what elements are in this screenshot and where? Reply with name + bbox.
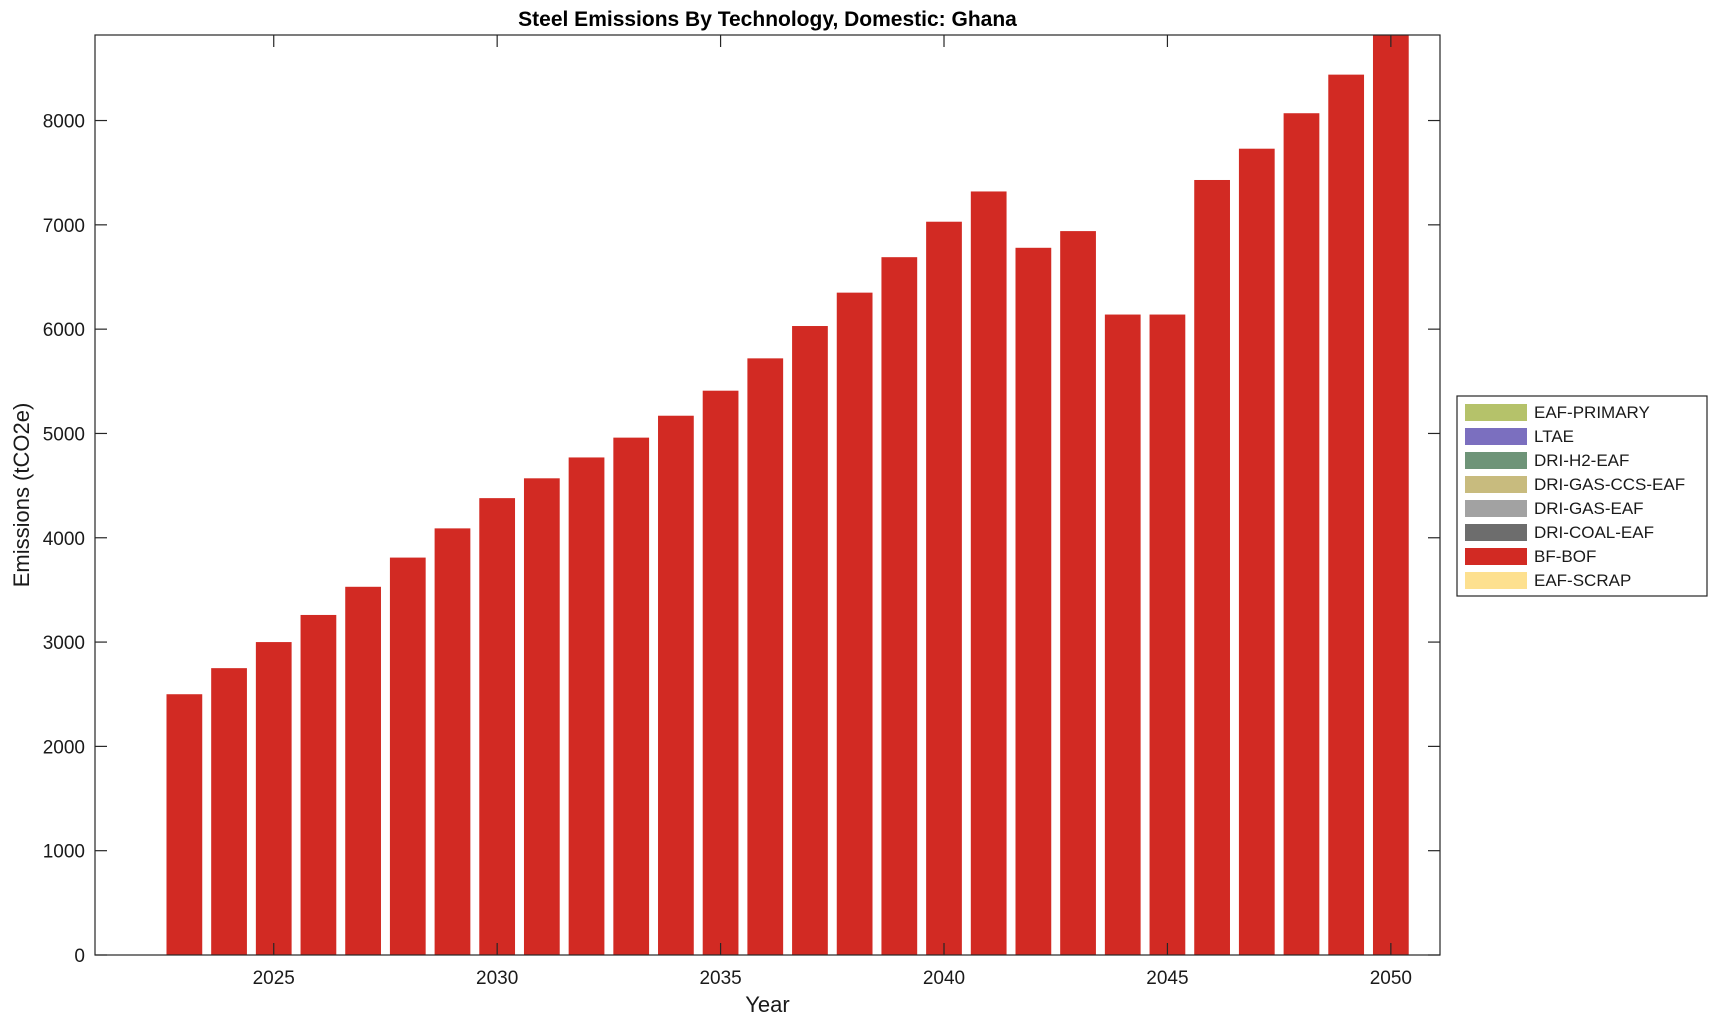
legend-label: BF-BOF <box>1534 547 1596 566</box>
bar-bf-bof-2038 <box>836 292 873 955</box>
bar-bf-bof-2045 <box>1149 314 1186 955</box>
x-tick-label: 2025 <box>253 968 295 989</box>
y-tick-label: 5000 <box>43 424 85 445</box>
y-tick-label: 6000 <box>43 320 85 341</box>
bar-bf-bof-2026 <box>300 614 337 955</box>
bar-bf-bof-2029 <box>434 528 471 955</box>
bar-bf-bof-2034 <box>658 415 694 956</box>
legend-swatch-dri-h2-eaf <box>1465 452 1527 469</box>
y-tick-label: 7000 <box>43 216 85 237</box>
y-tick-label: 8000 <box>43 112 85 133</box>
x-tick-label: 2050 <box>1370 968 1412 989</box>
bar-bf-bof-2046 <box>1194 179 1230 956</box>
legend-swatch-dri-coal-eaf <box>1465 524 1527 541</box>
bar-bf-bof-2050 <box>1372 35 1409 955</box>
bar-bf-bof-2044 <box>1104 314 1141 955</box>
y-axis-label: Emissions (tCO2e) <box>9 403 34 588</box>
bar-bf-bof-2025 <box>255 642 292 955</box>
legend-label: LTAE <box>1534 427 1574 446</box>
y-tick-label: 1000 <box>43 842 85 863</box>
bar-bf-bof-2023 <box>166 694 203 955</box>
legend-swatch-eaf-scrap <box>1465 572 1527 589</box>
legend-box <box>1456 395 1708 597</box>
bar-bf-bof-2033 <box>613 437 650 955</box>
bar-bf-bof-2043 <box>1060 231 1096 955</box>
bar-bf-bof-2035 <box>702 390 739 955</box>
bar-bf-bof-2041 <box>970 191 1007 955</box>
legend-label: EAF-PRIMARY <box>1534 403 1650 422</box>
axes-layer: 2025 2030 2035 2040 2045 2050 0 1000 2000 3000 400… <box>43 34 1441 989</box>
bar-bf-bof-2028 <box>389 557 426 955</box>
bar-bf-bof-2032 <box>568 457 605 955</box>
bar-bf-bof-2039 <box>881 257 918 955</box>
bar-bf-bof-2048 <box>1283 113 1320 955</box>
legend-swatch-dri-gas-eaf <box>1465 500 1527 517</box>
legend-label: DRI-GAS-EAF <box>1534 499 1644 518</box>
chart-title: Steel Emissions By Technology, Domestic:… <box>518 8 1017 31</box>
bar-bf-bof-2049 <box>1328 74 1365 955</box>
bar-bf-bof-2040 <box>926 221 962 955</box>
axes-box <box>94 34 1441 956</box>
x-axis-label: Year <box>745 992 789 1017</box>
legend-swatch-bf-bof <box>1465 548 1527 565</box>
x-tick-label: 2045 <box>1146 968 1188 989</box>
x-tick-label: 2030 <box>476 968 518 989</box>
legend-label: DRI-COAL-EAF <box>1534 523 1654 542</box>
y-tick-label: 4000 <box>43 529 85 550</box>
legend-swatch-eaf-primary <box>1465 404 1527 421</box>
bar-bf-bof-2036 <box>747 358 784 955</box>
y-tick-label: 0 <box>74 946 85 967</box>
y-tick-label: 3000 <box>43 633 85 654</box>
legend-swatch-ltae <box>1465 428 1527 445</box>
legend: EAF-PRIMARY LTAE DRI-H2-EAF DRI-GAS-CCS-EAF… <box>1456 395 1708 597</box>
legend-label: DRI-GAS-CCS-EAF <box>1534 475 1685 494</box>
bar-bf-bof-2047 <box>1238 148 1275 955</box>
bar-bf-bof-2037 <box>792 326 828 956</box>
bar-bf-bof-2027 <box>345 586 381 955</box>
y-tick-label: 2000 <box>43 737 85 758</box>
bar-bf-bof-2030 <box>479 498 516 955</box>
x-tick-label: 2035 <box>699 968 741 989</box>
bar-bf-bof-2031 <box>523 478 560 955</box>
bar-layer <box>166 35 1409 956</box>
legend-label: DRI-H2-EAF <box>1534 451 1629 470</box>
bar-bf-bof-2042 <box>1015 247 1052 955</box>
bar-bf-bof-2024 <box>211 668 247 955</box>
legend-label: EAF-SCRAP <box>1534 571 1631 590</box>
x-tick-label: 2040 <box>923 968 965 989</box>
legend-swatch-dri-gas-ccs-eaf <box>1465 476 1527 493</box>
